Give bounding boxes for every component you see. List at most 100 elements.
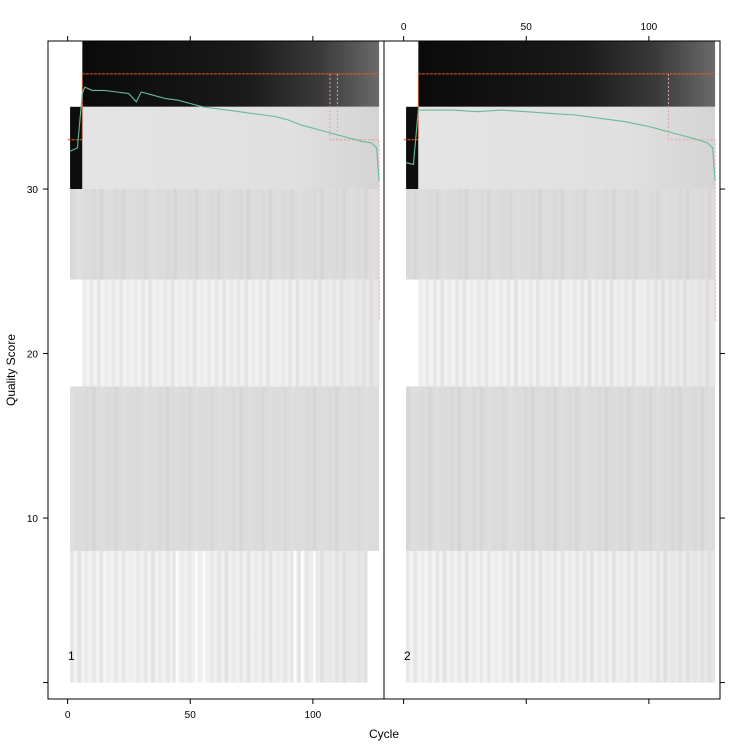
heat-cell xyxy=(653,279,658,387)
heat-cell xyxy=(126,279,131,387)
heat-band-3 xyxy=(406,189,716,280)
heat-cell xyxy=(276,550,280,683)
heat-cell xyxy=(121,386,126,551)
heat-cell xyxy=(580,279,584,387)
heat-cell xyxy=(575,189,579,280)
heat-cell xyxy=(516,550,521,683)
heat-cell xyxy=(560,386,565,551)
heat-cell xyxy=(683,279,687,387)
heat-cell xyxy=(283,189,288,280)
heat-cell xyxy=(506,279,511,387)
heat-cell xyxy=(339,279,344,387)
heat-cell xyxy=(173,386,177,551)
heat-cell xyxy=(457,189,462,280)
heat-cell xyxy=(163,279,167,387)
heat-cell xyxy=(428,189,432,280)
heat-cell xyxy=(560,550,565,683)
x-tick-label: 100 xyxy=(641,22,658,33)
heat-cell xyxy=(195,386,199,551)
heat-cell xyxy=(106,189,111,280)
heat-cell xyxy=(668,279,673,387)
heat-cell xyxy=(700,386,705,551)
heat-cell xyxy=(464,550,469,683)
heat-cell xyxy=(472,386,476,551)
heat-cell xyxy=(712,279,717,387)
heat-cell xyxy=(310,279,315,387)
heat-cell xyxy=(180,386,185,551)
heat-cell xyxy=(545,550,550,683)
heat-cell xyxy=(428,386,432,551)
heat-cell xyxy=(487,386,491,551)
heat-cell xyxy=(268,189,273,280)
median-line xyxy=(403,73,716,141)
heat-cell xyxy=(418,279,423,387)
heat-cell xyxy=(442,189,447,280)
heat-cell xyxy=(209,550,214,683)
heat-cell xyxy=(545,189,550,280)
heat-band-5 xyxy=(406,386,716,551)
heat-cell xyxy=(229,279,234,387)
heat-cell xyxy=(550,279,555,387)
heat-cell xyxy=(298,550,302,683)
heat-cell xyxy=(349,189,354,280)
heat-cell xyxy=(305,550,310,683)
heat-cell xyxy=(656,189,660,280)
heat-gap-4 xyxy=(300,550,304,683)
x-tick-label: 0 xyxy=(65,710,71,721)
heat-cell xyxy=(143,386,148,551)
heat-cell xyxy=(89,279,94,387)
heat-cell xyxy=(246,386,251,551)
heat-cell xyxy=(670,386,675,551)
heat-band-6 xyxy=(70,550,367,683)
heat-cell xyxy=(158,550,163,683)
heat-cell xyxy=(332,279,337,387)
heat-cell xyxy=(295,279,300,387)
heat-cell xyxy=(464,189,469,280)
heat-cell xyxy=(224,189,229,280)
heat-cell xyxy=(121,550,126,683)
heat-cell xyxy=(619,386,624,551)
heat-cell xyxy=(491,279,496,387)
heat-cell xyxy=(406,189,410,280)
heat-cell xyxy=(707,386,712,551)
heat-cell xyxy=(516,189,521,280)
heat-cell xyxy=(582,189,587,280)
heat-cell xyxy=(705,279,709,387)
heat-cell xyxy=(509,550,513,683)
y-tick-label: 10 xyxy=(27,514,39,525)
heat-cell xyxy=(619,189,624,280)
heat-cell xyxy=(639,279,643,387)
heat-cell xyxy=(158,189,163,280)
heat-cell xyxy=(499,279,503,387)
heat-cell xyxy=(276,189,280,280)
heat-cell xyxy=(413,550,418,683)
x-tick-label: 100 xyxy=(305,710,322,721)
heat-cell xyxy=(626,550,631,683)
heat-cell xyxy=(685,550,690,683)
heat-cell xyxy=(82,279,87,387)
heat-cell xyxy=(114,189,118,280)
heat-cell xyxy=(217,550,221,683)
heat-cell xyxy=(334,189,339,280)
heat-cell xyxy=(202,189,207,280)
heat-cell xyxy=(479,189,484,280)
heat-cell xyxy=(185,279,190,387)
heat-cell xyxy=(567,189,572,280)
heat-cell xyxy=(70,386,74,551)
heat-cell xyxy=(528,279,533,387)
heat-cell xyxy=(602,279,606,387)
heat-cell xyxy=(151,189,155,280)
heat-cell xyxy=(305,386,310,551)
heat-cell xyxy=(509,189,513,280)
heat-cell xyxy=(364,386,369,551)
heat-cell xyxy=(572,279,577,387)
heat-cell xyxy=(214,279,219,387)
heat-cell xyxy=(119,279,123,387)
heat-cell xyxy=(442,386,447,551)
heat-cell xyxy=(538,386,543,551)
heat-cell xyxy=(173,550,177,683)
heat-cell xyxy=(280,279,285,387)
heat-cell xyxy=(678,550,682,683)
heat-cell xyxy=(84,386,89,551)
heat-cell xyxy=(84,189,89,280)
